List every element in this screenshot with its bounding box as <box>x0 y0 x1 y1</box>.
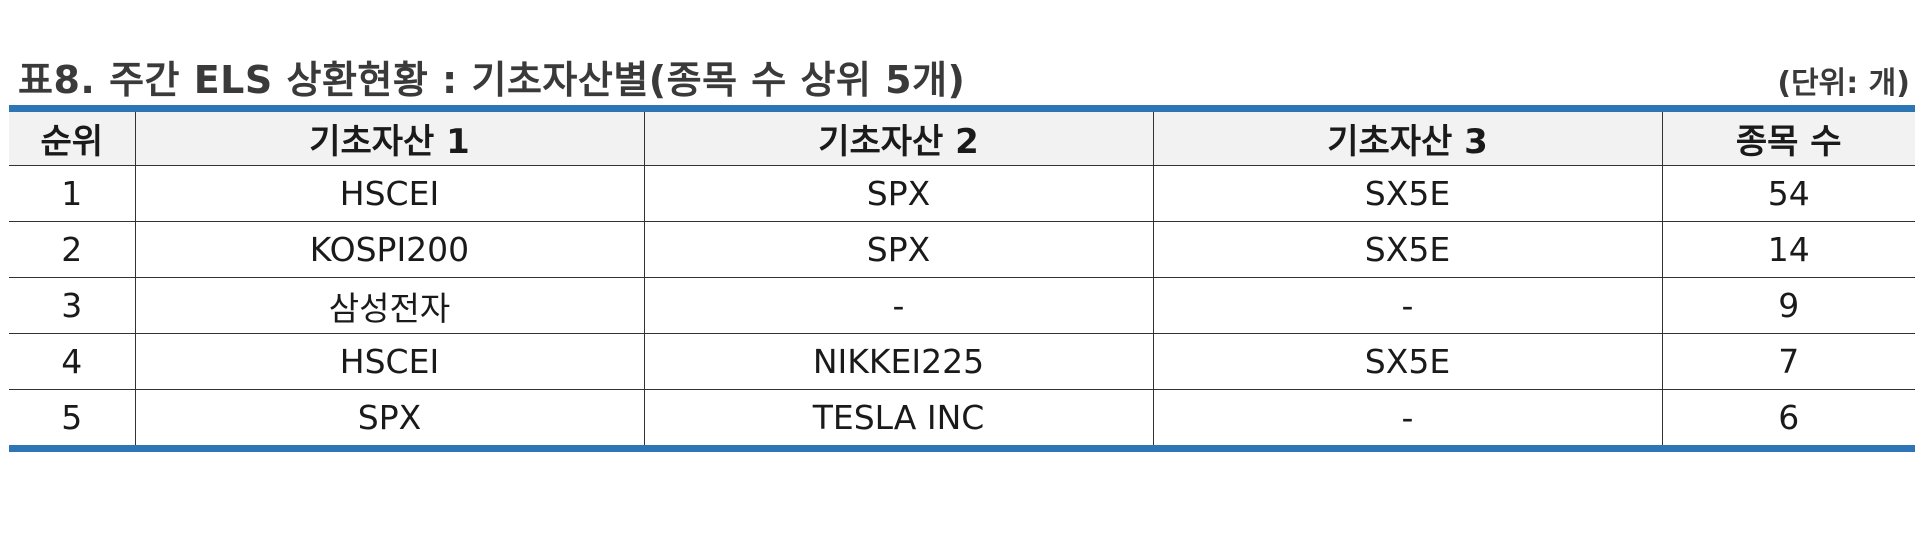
header-asset-3: 기초자산 3 <box>1152 108 1663 166</box>
unit-note: (단위: 개) <box>1777 66 1910 101</box>
cell-asset-2: SPX <box>643 165 1154 222</box>
cell-asset-3: SX5E <box>1152 221 1663 278</box>
cell-count: 9 <box>1661 277 1915 334</box>
cell-asset-2: SPX <box>643 221 1154 278</box>
table-row: 4 HSCEI NIKKEI225 SX5E 7 <box>9 333 1915 390</box>
cell-rank: 1 <box>9 165 136 222</box>
table-body: 1 HSCEI SPX SX5E 54 2 KOSPI200 SPX SX5E … <box>9 165 1915 449</box>
header-rank: 순위 <box>9 108 136 166</box>
cell-asset-3: - <box>1152 389 1663 449</box>
title-row: 표8. 주간 ELS 상환현황 : 기초자산별(종목 수 상위 5개) (단위:… <box>18 52 1910 108</box>
cell-rank: 3 <box>9 277 136 334</box>
cell-count: 54 <box>1661 165 1915 222</box>
cell-rank: 5 <box>9 389 136 449</box>
cell-asset-2: NIKKEI225 <box>643 333 1154 390</box>
header-asset-1: 기초자산 1 <box>134 108 645 166</box>
table-row: 3 삼성전자 - - 9 <box>9 277 1915 334</box>
cell-rank: 4 <box>9 333 136 390</box>
table-row: 5 SPX TESLA INC - 6 <box>9 389 1915 449</box>
table-row: 1 HSCEI SPX SX5E 54 <box>9 165 1915 222</box>
cell-asset-1: HSCEI <box>134 333 645 390</box>
cell-rank: 2 <box>9 221 136 278</box>
table-row: 2 KOSPI200 SPX SX5E 14 <box>9 221 1915 278</box>
els-redemption-table: 순위 기초자산 1 기초자산 2 기초자산 3 종목 수 1 HSCEI SPX… <box>9 105 1915 452</box>
header-row: 순위 기초자산 1 기초자산 2 기초자산 3 종목 수 <box>9 108 1915 166</box>
cell-asset-3: SX5E <box>1152 165 1663 222</box>
cell-asset-3: SX5E <box>1152 333 1663 390</box>
cell-count: 6 <box>1661 389 1915 449</box>
cell-asset-1: KOSPI200 <box>134 221 645 278</box>
table-title: 표8. 주간 ELS 상환현황 : 기초자산별(종목 수 상위 5개) <box>18 58 966 102</box>
header-count: 종목 수 <box>1661 108 1915 166</box>
table-header: 순위 기초자산 1 기초자산 2 기초자산 3 종목 수 <box>9 108 1915 166</box>
cell-asset-3: - <box>1152 277 1663 334</box>
cell-asset-1: HSCEI <box>134 165 645 222</box>
header-asset-2: 기초자산 2 <box>643 108 1154 166</box>
cell-asset-2: - <box>643 277 1154 334</box>
cell-asset-1: 삼성전자 <box>134 277 645 334</box>
cell-count: 7 <box>1661 333 1915 390</box>
cell-asset-1: SPX <box>134 389 645 449</box>
table-container: 순위 기초자산 1 기초자산 2 기초자산 3 종목 수 1 HSCEI SPX… <box>9 105 1915 452</box>
cell-asset-2: TESLA INC <box>643 389 1154 449</box>
cell-count: 14 <box>1661 221 1915 278</box>
